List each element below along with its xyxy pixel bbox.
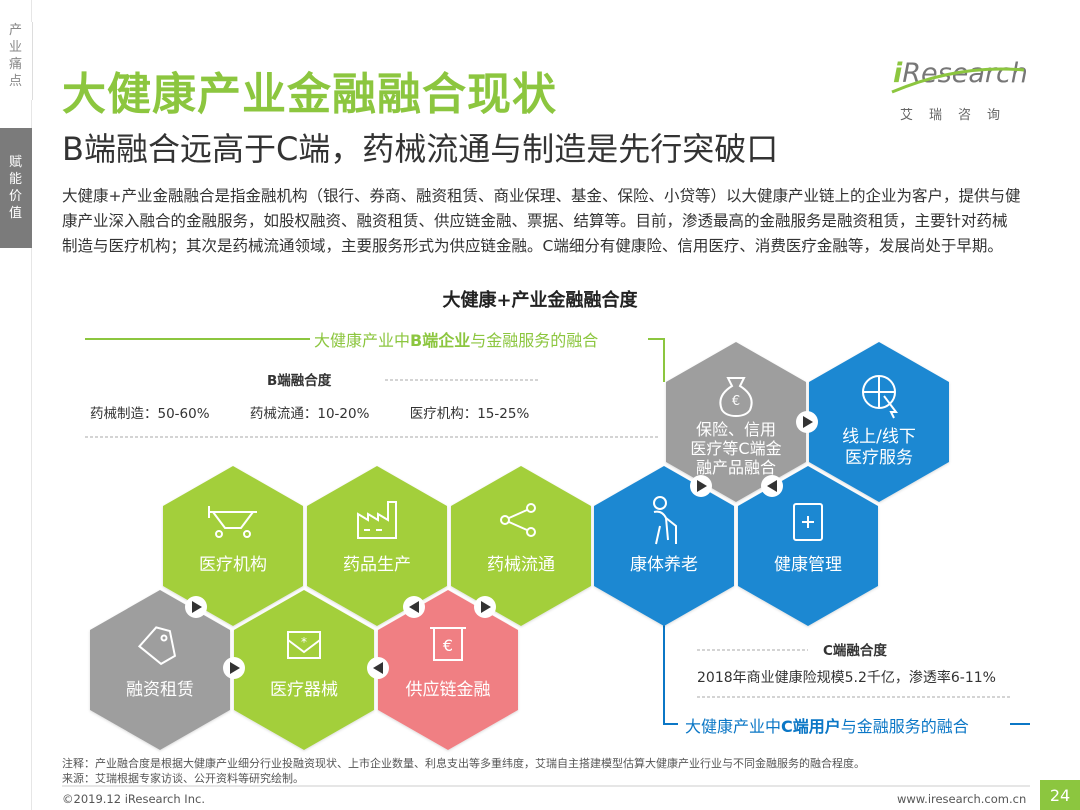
- sidebar-tab-char: 值: [8, 206, 23, 221]
- hex-drug-production[interactable]: [307, 466, 447, 626]
- hex-online-offline[interactable]: [809, 342, 949, 502]
- hex-medical-device[interactable]: [234, 590, 374, 750]
- sidebar-tab-char: 能: [8, 172, 23, 187]
- logo-subtitle: 艾瑞咨询: [900, 108, 1017, 123]
- hospital-bed-icon: [208, 506, 257, 538]
- hex-financing-lease[interactable]: [90, 590, 230, 750]
- notes: 注释：产业融合度是根据大健康产业细分行业投融资现状、上市企业数量、利息支出等多重…: [62, 756, 1022, 786]
- footer-website[interactable]: www.iresearch.com.cn: [897, 792, 1027, 806]
- hex-drug-circulation[interactable]: [451, 466, 591, 626]
- b-banner-bold: B端企业: [410, 331, 471, 350]
- hex-elderly-care[interactable]: [594, 466, 734, 626]
- elderly-icon: [653, 496, 677, 545]
- hex-health-management[interactable]: [738, 466, 878, 626]
- factory-icon: [357, 501, 397, 539]
- hex-label-online-offline: 线上/线下 医疗服务: [809, 427, 949, 469]
- euro-board-icon: €: [430, 627, 466, 661]
- logo-swoosh-icon: [891, 67, 1025, 94]
- hex-label-financing-lease: 融资租赁: [126, 680, 194, 700]
- c-end-banner: 大健康产业中C端用户与金融服务的融合: [685, 713, 969, 737]
- b-degree-values: 药械制造：50-60% 药械流通：10-20% 医疗机构：15-25%: [90, 402, 551, 422]
- c-banner-post: 与金融服务的融合: [840, 717, 969, 736]
- sidebar-tab-char: 点: [8, 74, 23, 89]
- c-banner-bold: C端用户: [781, 717, 841, 736]
- sidebar-tab-industry-pain[interactable]: 产 业 痛 点: [0, 22, 33, 100]
- c-banner-pre: 大健康产业中: [685, 717, 782, 736]
- footer-copyright: ©2019.12 iResearch Inc.: [62, 792, 205, 806]
- hex-label-elderly-care: 康体养老: [630, 555, 698, 575]
- hex-label-drug-circulation: 药械流通: [487, 555, 555, 575]
- logo-letter: i: [893, 58, 903, 89]
- sidebar-tab-char: 价: [8, 189, 23, 204]
- sidebar-tab-char: 痛: [8, 57, 23, 72]
- hex-insurance-credit[interactable]: [666, 342, 806, 502]
- money-bag-icon: €: [719, 377, 753, 418]
- hex-supply-chain-finance[interactable]: [378, 590, 518, 750]
- b-degree-item: 药械流通：10-20%: [249, 406, 370, 422]
- sidebar-tab-value-enabling[interactable]: 赋 能 价 值: [0, 128, 32, 248]
- hex-label-line: 线上/线下: [842, 427, 916, 447]
- svg-text:*: *: [301, 635, 307, 649]
- hex-label-drug-production: 药品生产: [343, 555, 411, 575]
- page-subtitle: B端融合远高于C端，药械流通与制造是先行突破口: [62, 130, 779, 168]
- note-line: 注释：产业融合度是根据大健康产业细分行业投融资现状、上市企业数量、利息支出等多重…: [62, 757, 865, 770]
- hex-label-insurance-credit: 保险、信用 医疗等C端金 融产品融合: [666, 420, 806, 477]
- sidebar-divider: [31, 0, 32, 810]
- hex-medical-institution[interactable]: [163, 466, 303, 626]
- b-degree-title: B端融合度: [267, 373, 332, 389]
- hex-label-line: 融产品融合: [695, 458, 776, 477]
- iresearch-logo: iResearch: [893, 58, 1028, 89]
- c-degree-text: 2018年商业健康险规模5.2千亿，渗透率6-11%: [697, 670, 996, 686]
- svg-text:€: €: [732, 394, 740, 409]
- b-banner-post: 与金融服务的融合: [470, 331, 599, 350]
- health-book-icon: [793, 503, 823, 541]
- envelope-icon: *: [287, 631, 321, 659]
- b-end-banner: 大健康产业中B端企业与金融服务的融合: [314, 327, 598, 351]
- hex-label-line: 医疗等C端金: [690, 439, 782, 458]
- sidebar-tab-char: 业: [8, 40, 23, 55]
- b-degree-item: 医疗机构：15-25%: [409, 406, 530, 422]
- price-tag-icon: [137, 626, 177, 666]
- sidebar-tab-char: 赋: [8, 155, 23, 170]
- share-icon: [500, 503, 536, 537]
- page-number: 24: [1040, 780, 1080, 810]
- cursor-globe-icon: [862, 375, 898, 419]
- diagram-title: 大健康+产业金融融合度: [442, 290, 638, 311]
- hex-label-line: 医疗服务: [845, 448, 913, 468]
- b-banner-pre: 大健康产业中: [314, 331, 411, 350]
- c-degree-title: C端融合度: [823, 643, 887, 659]
- hex-label-supply-chain-finance: 供应链金融: [405, 680, 491, 700]
- sidebar-tab-char: 产: [8, 23, 23, 38]
- b-degree-item: 药械制造：50-60%: [90, 406, 210, 422]
- hex-label-medical-device: 医疗器械: [270, 680, 338, 700]
- source-line: 来源：艾瑞根据专家访谈、公开资料等研究绘制。: [62, 772, 304, 785]
- page-title: 大健康产业金融融合现状: [62, 69, 557, 120]
- arrow-connector-icon: [185, 411, 818, 679]
- hex-label-health-management: 健康管理: [774, 555, 842, 575]
- svg-text:€: €: [443, 636, 453, 655]
- hex-label-line: 保险、信用: [695, 420, 776, 439]
- hex-label-medical-institution: 医疗机构: [199, 555, 267, 575]
- logo-word: Research: [902, 58, 1028, 89]
- intro-paragraph: 大健康+产业金融融合是指金融机构（银行、券商、融资租赁、商业保理、基金、保险、小…: [62, 187, 1021, 255]
